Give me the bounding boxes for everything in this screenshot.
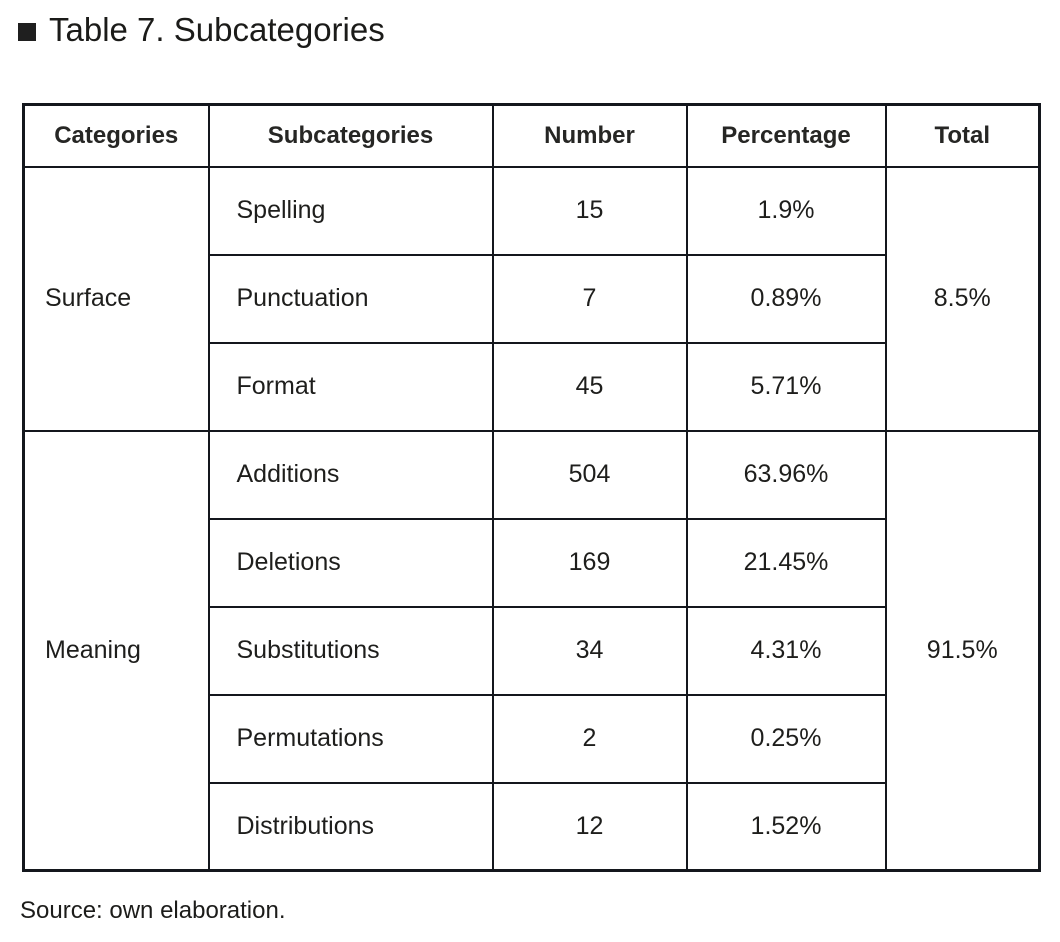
category-cell-meaning: Meaning (22, 429, 210, 872)
col-header-total: Total (884, 103, 1041, 168)
table-row: Distributions 12 1.52% (24, 781, 1040, 872)
subcategory-cell: Distributions (207, 781, 494, 872)
number-cell: 45 (491, 341, 688, 432)
table-row: Substitutions 34 4.31% (24, 605, 1040, 696)
subcategory-cell: Permutations (207, 693, 494, 784)
col-header-subcategories: Subcategories (207, 103, 494, 168)
table-title: Table 7. Subcategories (49, 11, 385, 48)
col-header-number: Number (491, 103, 688, 168)
number-cell: 2 (491, 693, 688, 784)
table-row: Deletions 169 21.45% (24, 517, 1040, 608)
col-header-percentage: Percentage (685, 103, 887, 168)
header-row: Categories Subcategories Number Percenta… (22, 103, 1041, 168)
subcategory-cell: Substitutions (207, 605, 494, 696)
subcategory-cell: Spelling (207, 165, 494, 256)
percentage-cell: 63.96% (685, 429, 887, 520)
square-bullet-icon (18, 22, 36, 41)
col-header-categories: Categories (22, 103, 210, 168)
table-row: Surface Spelling 15 1.9% 8.5% (22, 165, 1041, 432)
source-note: Source: own elaboration. (20, 897, 286, 924)
subcategory-cell: Deletions (207, 517, 494, 608)
number-cell: 34 (491, 605, 688, 696)
total-cell-surface: 8.5% (884, 165, 1041, 432)
subcategory-cell: Format (207, 341, 494, 432)
table-row: Meaning Additions 504 63.96% 91.5% (22, 429, 1041, 872)
number-cell: 169 (491, 517, 688, 608)
percentage-cell: 4.31% (685, 605, 887, 696)
number-cell: 12 (491, 781, 688, 872)
percentage-cell: 0.25% (685, 693, 887, 784)
number-cell: 7 (491, 253, 688, 344)
table-row: Punctuation 7 0.89% (24, 253, 1040, 344)
subcategory-cell: Additions (207, 429, 494, 520)
number-cell: 504 (491, 429, 688, 520)
total-cell-meaning: 91.5% (884, 429, 1041, 872)
table-row: Permutations 2 0.25% (24, 693, 1040, 784)
table-row: Format 45 5.71% (24, 341, 1040, 432)
percentage-cell: 1.52% (685, 781, 887, 872)
number-cell: 15 (491, 165, 688, 256)
table-caption: Table 7. Subcategories (18, 11, 385, 48)
percentage-cell: 0.89% (685, 253, 887, 344)
percentage-cell: 1.9% (685, 165, 887, 256)
percentage-cell: 5.71% (685, 341, 887, 432)
subcategory-cell: Punctuation (207, 253, 494, 344)
percentage-cell: 21.45% (685, 517, 887, 608)
subcategories-table: Categories Subcategories Number Percenta… (22, 103, 1041, 872)
category-cell-surface: Surface (22, 165, 210, 432)
